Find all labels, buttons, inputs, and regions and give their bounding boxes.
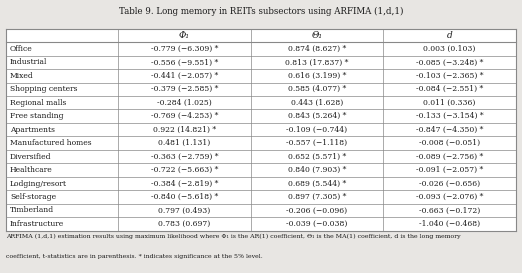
Text: Θ₁: Θ₁ — [312, 31, 323, 40]
Text: 0.689 (5.544) *: 0.689 (5.544) * — [288, 180, 346, 188]
Text: Industrial: Industrial — [10, 58, 48, 66]
Text: -0.109 (−0.744): -0.109 (−0.744) — [287, 126, 348, 134]
Text: 0.783 (0.697): 0.783 (0.697) — [159, 220, 211, 228]
Text: Office: Office — [10, 45, 33, 53]
Text: Regional malls: Regional malls — [10, 99, 66, 107]
Text: -0.556 (−9.551) *: -0.556 (−9.551) * — [151, 58, 218, 66]
Text: -0.084 (−2.551) *: -0.084 (−2.551) * — [416, 85, 483, 93]
Text: -0.093 (−2.076) *: -0.093 (−2.076) * — [416, 193, 483, 201]
Text: -0.663 (−0.172): -0.663 (−0.172) — [419, 206, 480, 215]
Text: 0.481 (1.131): 0.481 (1.131) — [159, 139, 211, 147]
Text: -0.847 (−4.350) *: -0.847 (−4.350) * — [416, 126, 483, 134]
Text: -0.284 (1.025): -0.284 (1.025) — [157, 99, 212, 107]
Text: 0.840 (7.903) *: 0.840 (7.903) * — [288, 166, 346, 174]
Text: 0.922 (14.821) *: 0.922 (14.821) * — [153, 126, 216, 134]
Text: -0.133 (−3.154) *: -0.133 (−3.154) * — [416, 112, 483, 120]
Text: -0.039 (−0.038): -0.039 (−0.038) — [287, 220, 348, 228]
Text: Table 9. Long memory in REITs subsectors using ARFIMA (1,d,1): Table 9. Long memory in REITs subsectors… — [118, 7, 404, 16]
Text: -0.085 (−3.248) *: -0.085 (−3.248) * — [416, 58, 483, 66]
Text: -0.091 (−2.057) *: -0.091 (−2.057) * — [416, 166, 483, 174]
Text: 0.813 (17.837) *: 0.813 (17.837) * — [286, 58, 349, 66]
Text: -0.441 (−2.057) *: -0.441 (−2.057) * — [151, 72, 218, 80]
Text: 0.874 (8.627) *: 0.874 (8.627) * — [288, 45, 346, 53]
Text: -0.089 (−2.756) *: -0.089 (−2.756) * — [416, 153, 483, 161]
Text: 0.616 (3.199) *: 0.616 (3.199) * — [288, 72, 346, 80]
Text: 0.897 (7.305) *: 0.897 (7.305) * — [288, 193, 346, 201]
Text: -0.379 (−2.585) *: -0.379 (−2.585) * — [151, 85, 218, 93]
Text: Self-storage: Self-storage — [10, 193, 56, 201]
Text: 0.443 (1.628): 0.443 (1.628) — [291, 99, 343, 107]
Text: Diversified: Diversified — [10, 153, 52, 161]
Text: -0.363 (−2.759) *: -0.363 (−2.759) * — [151, 153, 218, 161]
Text: 0.843 (5.264) *: 0.843 (5.264) * — [288, 112, 346, 120]
Text: -0.840 (−5.618) *: -0.840 (−5.618) * — [151, 193, 218, 201]
Text: -0.769 (−4.253) *: -0.769 (−4.253) * — [151, 112, 218, 120]
Text: 0.797 (0.493): 0.797 (0.493) — [159, 206, 211, 215]
Text: -0.779 (−6.309) *: -0.779 (−6.309) * — [151, 45, 218, 53]
Text: ARFIMA (1,d,1) estimation results using maximum likelihood where Φ₁ is the AR(1): ARFIMA (1,d,1) estimation results using … — [6, 233, 461, 239]
Text: Φ₁: Φ₁ — [179, 31, 190, 40]
Text: Healthcare: Healthcare — [10, 166, 53, 174]
Text: -0.008 (−0.051): -0.008 (−0.051) — [419, 139, 480, 147]
Text: 0.003 (0.103): 0.003 (0.103) — [423, 45, 476, 53]
Text: coefficient, t-statistics are in parenthesis. * indicates significance at the 5%: coefficient, t-statistics are in parenth… — [6, 254, 263, 259]
Text: Mixed: Mixed — [10, 72, 33, 80]
Text: -0.722 (−5.663) *: -0.722 (−5.663) * — [151, 166, 218, 174]
Text: -0.557 (−1.118): -0.557 (−1.118) — [287, 139, 348, 147]
Text: Free standing: Free standing — [10, 112, 63, 120]
Text: -0.026 (−0.656): -0.026 (−0.656) — [419, 180, 480, 188]
Text: 0.652 (5.571) *: 0.652 (5.571) * — [288, 153, 346, 161]
Text: 0.585 (4.077) *: 0.585 (4.077) * — [288, 85, 346, 93]
Text: -0.384 (−2.819) *: -0.384 (−2.819) * — [151, 180, 218, 188]
Bar — [6, 29, 516, 231]
Text: Manufactured homes: Manufactured homes — [10, 139, 91, 147]
Text: Infrastructure: Infrastructure — [10, 220, 64, 228]
Text: Timberland: Timberland — [10, 206, 54, 215]
Text: -0.103 (−2.365) *: -0.103 (−2.365) * — [416, 72, 483, 80]
Text: Lodging/resort: Lodging/resort — [10, 180, 67, 188]
Text: Apartments: Apartments — [10, 126, 55, 134]
Text: Shopping centers: Shopping centers — [10, 85, 77, 93]
Text: d: d — [447, 31, 453, 40]
Text: -1.040 (−0.468): -1.040 (−0.468) — [419, 220, 480, 228]
Text: 0.011 (0.336): 0.011 (0.336) — [423, 99, 476, 107]
Text: -0.206 (−0.096): -0.206 (−0.096) — [287, 206, 348, 215]
